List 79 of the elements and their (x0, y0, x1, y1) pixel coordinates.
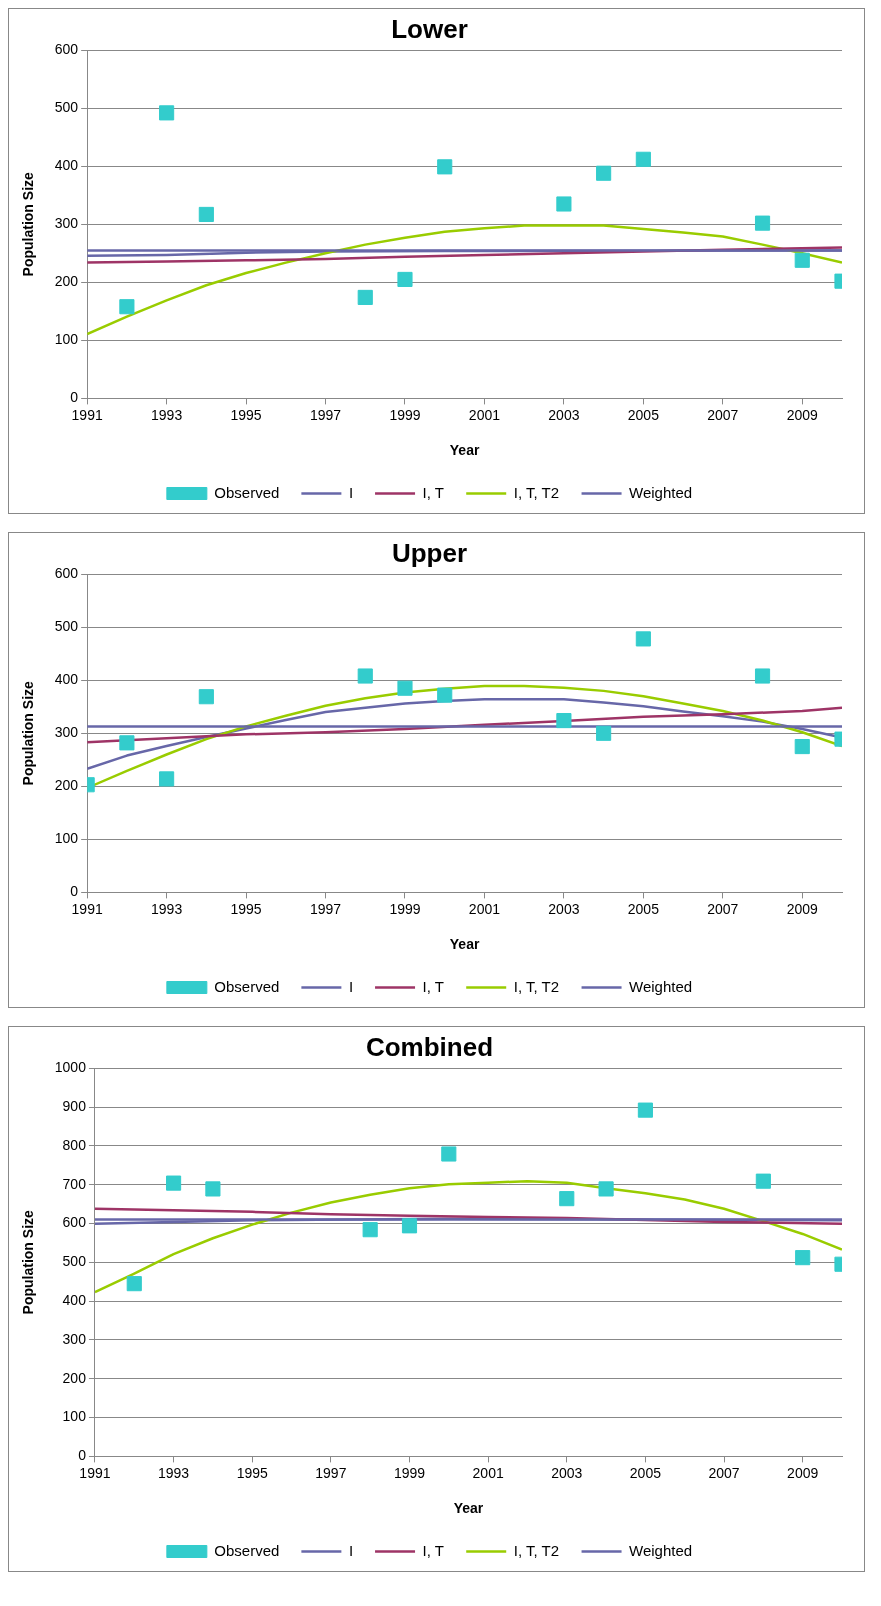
legend-label: I, T (422, 977, 444, 995)
chart-title: Upper (391, 537, 468, 568)
legend-label: Observed (214, 1541, 280, 1559)
legend-label: I (348, 1541, 354, 1559)
y-tick-label: 300 (54, 215, 79, 232)
x-tick-label: 2005 (627, 900, 660, 917)
x-tick-label: 2005 (627, 406, 660, 423)
x-axis-title: Year (449, 936, 480, 953)
x-tick-label: 1993 (151, 900, 183, 917)
legend-label: Observed (214, 977, 280, 995)
y-tick-label: 200 (62, 1369, 87, 1386)
y-tick-label: 100 (54, 331, 79, 348)
y-tick-label: 200 (54, 777, 79, 794)
legend-label: I (348, 483, 354, 501)
y-tick-label: 500 (54, 618, 79, 635)
y-tick-label: 200 (54, 273, 79, 290)
legend-label: I (348, 977, 354, 995)
x-tick-label: 1993 (151, 406, 183, 423)
y-tick-label: 900 (62, 1097, 87, 1114)
y-tick-label: 500 (62, 1253, 87, 1270)
legend-label: I, T, T2 (513, 977, 560, 995)
x-tick-label: 2001 (472, 1464, 504, 1481)
y-tick-label: 0 (70, 883, 79, 900)
y-tick-label: 0 (78, 1447, 87, 1464)
y-tick-label: 400 (54, 671, 79, 688)
y-tick-label: 100 (62, 1408, 87, 1425)
x-tick-label: 1999 (389, 406, 421, 423)
y-axis-title: Population Size (20, 680, 37, 786)
legend-label: Observed (214, 483, 280, 501)
y-tick-label: 600 (54, 565, 79, 582)
y-tick-label: 1000 (54, 1059, 87, 1076)
chart-title: Lower (391, 13, 468, 44)
x-axis-title: Year (449, 442, 480, 459)
y-axis-title: Population Size (20, 171, 37, 277)
x-tick-label: 1999 (393, 1464, 426, 1481)
legend-label: Weighted (629, 977, 693, 995)
y-tick-label: 0 (70, 389, 79, 406)
legend-label: I, T (422, 1541, 444, 1559)
x-tick-label: 1993 (158, 1464, 190, 1481)
x-axis-title: Year (453, 1500, 484, 1517)
legend-label: Weighted (629, 483, 693, 501)
x-tick-label: 1997 (315, 1464, 347, 1481)
legend-label: I, T (422, 483, 444, 501)
x-tick-label: 2007 (707, 406, 739, 423)
x-tick-label: 1991 (79, 1464, 111, 1481)
x-tick-label: 2001 (468, 900, 501, 917)
legend-label: I, T, T2 (513, 1541, 560, 1559)
x-tick-label: 2009 (786, 406, 819, 423)
y-axis-title: Population Size (20, 1209, 37, 1315)
x-tick-label: 2003 (551, 1464, 583, 1481)
x-tick-label: 2005 (629, 1464, 662, 1481)
x-tick-label: 2007 (707, 900, 739, 917)
y-tick-label: 300 (54, 724, 79, 741)
y-tick-label: 400 (62, 1291, 87, 1308)
y-tick-label: 500 (54, 99, 79, 116)
x-tick-label: 2003 (548, 900, 580, 917)
x-tick-label: 2009 (787, 1464, 819, 1481)
x-tick-label: 1995 (230, 406, 262, 423)
y-tick-label: 600 (62, 1214, 87, 1231)
x-tick-label: 2007 (708, 1464, 740, 1481)
x-tick-label: 2001 (468, 406, 501, 423)
x-tick-label: 1995 (230, 900, 262, 917)
y-tick-label: 600 (54, 41, 79, 58)
y-tick-label: 300 (62, 1330, 87, 1347)
x-tick-label: 1991 (71, 900, 103, 917)
legend-label: I, T, T2 (513, 483, 560, 501)
y-tick-label: 700 (62, 1175, 87, 1192)
x-tick-label: 1999 (389, 900, 421, 917)
chart-title: Combined (365, 1031, 494, 1062)
x-tick-label: 1995 (236, 1464, 268, 1481)
x-tick-label: 2003 (548, 406, 580, 423)
y-tick-label: 800 (62, 1136, 87, 1153)
x-tick-label: 1997 (309, 900, 342, 917)
y-tick-label: 400 (54, 157, 79, 174)
x-tick-label: 1991 (71, 406, 103, 423)
x-tick-label: 1997 (309, 406, 342, 423)
legend-label: Weighted (629, 1541, 693, 1559)
x-tick-label: 2009 (786, 900, 819, 917)
y-tick-label: 100 (54, 830, 79, 847)
